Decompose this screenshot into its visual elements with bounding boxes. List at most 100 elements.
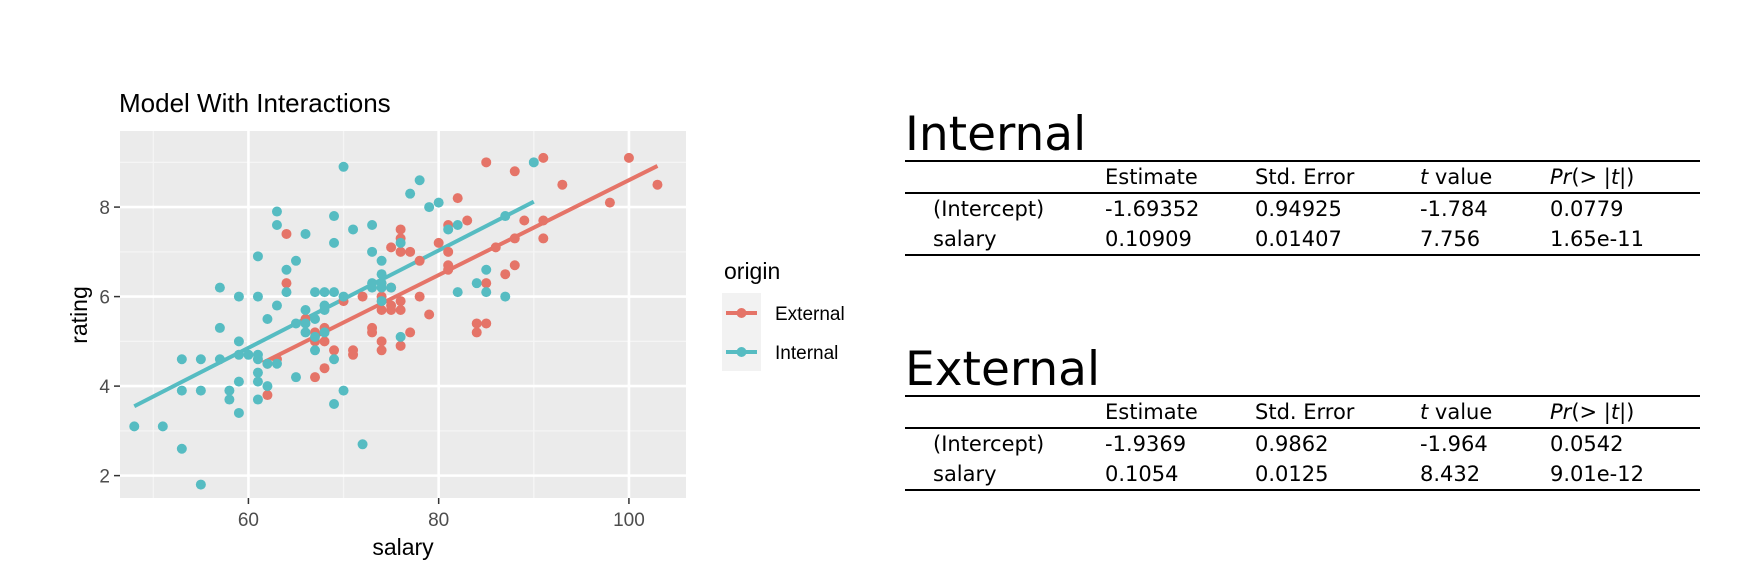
- data-points: [129, 152, 663, 490]
- point-internal: [290, 372, 301, 383]
- coefficient-table: Estimate Std. Error t value Pr(> |t|) (I…: [905, 395, 1700, 491]
- point-external: [604, 197, 615, 208]
- point-external: [395, 340, 406, 351]
- term-cell: salary: [933, 462, 997, 486]
- point-external: [471, 318, 482, 329]
- point-internal: [281, 264, 292, 275]
- point-internal: [157, 421, 168, 432]
- point-external: [281, 228, 292, 239]
- point-internal: [452, 219, 463, 230]
- header-estimate: Estimate: [1105, 165, 1198, 189]
- y-axis-label: rating: [66, 286, 92, 344]
- estimate-cell: -1.69352: [1105, 197, 1200, 221]
- point-internal: [424, 202, 435, 213]
- header-row: Estimate Std. Error t value Pr(> |t|): [905, 161, 1700, 193]
- p-value-cell: 0.0779: [1550, 197, 1624, 221]
- point-internal: [367, 246, 378, 257]
- point-internal: [310, 345, 321, 356]
- term-cell: (Intercept): [933, 197, 1045, 221]
- point-internal: [338, 291, 349, 302]
- point-internal: [395, 331, 406, 342]
- point-internal: [252, 291, 263, 302]
- point-internal: [386, 282, 397, 293]
- point-external: [471, 327, 482, 338]
- std-error-cell: 0.0125: [1255, 462, 1329, 486]
- t-value-cell: 8.432: [1420, 462, 1481, 486]
- table-row: salary 0.1054 0.0125 8.432 9.01e-12: [905, 459, 1700, 490]
- t-value-cell: -1.964: [1420, 432, 1488, 456]
- point-internal: [195, 354, 206, 365]
- plot-panel: [120, 131, 686, 498]
- point-external: [357, 291, 368, 302]
- point-internal: [357, 439, 368, 450]
- point-external: [281, 278, 292, 289]
- point-external: [319, 336, 330, 347]
- y-tick-label: 8: [99, 198, 110, 219]
- std-error-cell: 0.01407: [1255, 227, 1342, 251]
- point-internal: [433, 197, 444, 208]
- legend-dot-external: [736, 308, 747, 318]
- x-axis: 60 80 100: [238, 498, 645, 531]
- point-external: [509, 233, 520, 244]
- point-internal: [443, 224, 454, 235]
- point-internal: [376, 296, 387, 307]
- point-internal: [252, 354, 263, 365]
- point-internal: [500, 291, 511, 302]
- header-row: Estimate Std. Error t value Pr(> |t|): [905, 396, 1700, 428]
- point-internal: [281, 287, 292, 298]
- point-internal: [252, 376, 263, 387]
- header-term: [905, 161, 1105, 193]
- point-internal: [329, 399, 340, 410]
- point-external: [405, 246, 416, 257]
- std-error-cell: 0.9862: [1255, 432, 1329, 456]
- legend: origin External Internal: [722, 258, 845, 371]
- point-external: [376, 336, 387, 347]
- point-external: [329, 345, 340, 356]
- point-external: [262, 390, 273, 401]
- point-internal: [452, 287, 463, 298]
- table-row: salary 0.10909 0.01407 7.756 1.65e-11: [905, 224, 1700, 255]
- point-internal: [338, 161, 349, 172]
- point-external: [405, 327, 416, 338]
- point-internal: [176, 443, 187, 454]
- point-external: [310, 372, 321, 383]
- header-p-value: Pr(> |t|): [1550, 165, 1635, 189]
- point-external: [538, 215, 549, 226]
- point-internal: [329, 354, 340, 365]
- point-internal: [233, 376, 244, 387]
- point-internal: [252, 394, 263, 405]
- point-internal: [300, 327, 311, 338]
- legend-dot-internal: [736, 347, 747, 357]
- point-external: [395, 246, 406, 257]
- y-tick-label: 4: [99, 377, 110, 398]
- point-internal: [271, 358, 282, 369]
- point-internal: [528, 157, 539, 168]
- point-internal: [414, 175, 425, 186]
- t-value-cell: -1.784: [1420, 197, 1488, 221]
- point-external: [386, 305, 397, 316]
- point-internal: [367, 219, 378, 230]
- point-internal: [252, 367, 263, 378]
- point-internal: [233, 407, 244, 418]
- point-internal: [310, 287, 321, 298]
- external-model-table: External Estimate Std. Error t value Pr(…: [905, 345, 1700, 491]
- point-internal: [262, 358, 273, 369]
- point-external: [376, 305, 387, 316]
- y-tick-label: 2: [99, 467, 110, 488]
- estimate-cell: -1.9369: [1105, 432, 1187, 456]
- point-external: [443, 264, 454, 275]
- point-external: [452, 193, 463, 204]
- x-tick-label: 60: [238, 510, 259, 531]
- point-internal: [214, 354, 225, 365]
- point-external: [538, 152, 549, 163]
- header-t-value: t value: [1420, 165, 1493, 189]
- point-internal: [319, 300, 330, 311]
- point-internal: [195, 479, 206, 490]
- point-internal: [262, 313, 273, 324]
- point-external: [538, 233, 549, 244]
- point-internal: [481, 287, 492, 298]
- t-value-cell: 7.756: [1420, 227, 1481, 251]
- point-internal: [271, 219, 282, 230]
- estimate-cell: 0.1054: [1105, 462, 1179, 486]
